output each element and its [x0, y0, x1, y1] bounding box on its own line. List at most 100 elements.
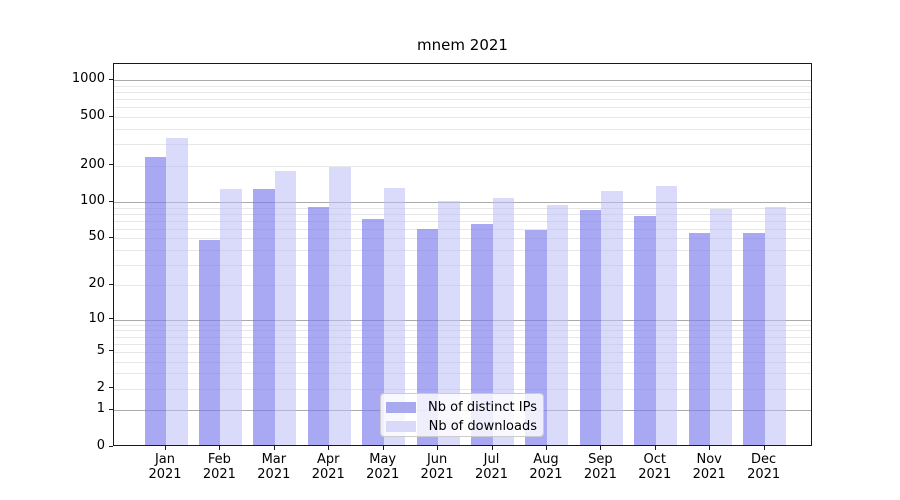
y-axis-tick-mark	[109, 78, 113, 80]
bar-distinct-ips-oct	[634, 215, 656, 445]
y-axis-tick-label: 100	[80, 193, 105, 209]
gridline-minor	[114, 213, 811, 215]
gridline	[114, 351, 811, 353]
y-axis-tick-label: 20	[88, 276, 105, 292]
gridline	[114, 285, 811, 287]
x-axis-tick-label: Oct 2021	[638, 452, 672, 482]
bar-distinct-ips-dec	[743, 233, 765, 445]
bar-downloads-aug	[546, 205, 569, 445]
bar-distinct-ips-jun	[416, 228, 439, 445]
x-axis-tick-mark	[273, 446, 275, 450]
x-axis-tick-mark	[165, 446, 166, 450]
x-axis-tick-mark	[382, 446, 384, 450]
gridline-major	[114, 80, 811, 82]
legend-row-downloads: Nb of downloads	[386, 417, 537, 436]
gridline-minor	[114, 128, 811, 130]
y-axis-tick-label: 200	[80, 156, 105, 172]
x-axis-tick-label: Mar 2021	[257, 452, 291, 482]
bar-downloads-apr	[329, 167, 351, 445]
bar-distinct-ips-nov	[688, 233, 711, 445]
x-axis-tick-mark	[437, 446, 439, 450]
bar-distinct-ips-sep	[579, 209, 602, 445]
gridline	[114, 238, 811, 240]
gridline-minor	[114, 373, 811, 375]
y-axis-tick-label: 1000	[71, 71, 105, 87]
y-axis-tick-label: 1	[96, 401, 105, 417]
x-axis-tick-label: Jul 2021	[474, 452, 509, 482]
gridline-minor	[114, 264, 811, 266]
legend-swatch-distinct-ips	[386, 402, 416, 413]
y-axis-tick-mark	[109, 445, 113, 447]
x-axis-tick-label: Apr 2021	[311, 452, 345, 482]
y-axis-tick-mark	[109, 200, 113, 202]
y-axis-tick-mark	[109, 164, 113, 166]
y-axis-tick-label: 10	[88, 310, 105, 326]
legend-label-downloads: Nb of downloads	[428, 419, 537, 434]
bar-distinct-ips-may	[362, 218, 384, 445]
x-axis-tick-label: Jun 2021	[420, 452, 454, 482]
bar-distinct-ips-aug	[525, 230, 547, 445]
gridline-minor	[114, 343, 811, 345]
gridline-minor	[114, 207, 811, 209]
x-axis-tick-mark	[709, 446, 711, 450]
y-axis-tick-mark	[109, 318, 113, 320]
x-axis-tick-label: Feb 2021	[202, 452, 236, 482]
y-axis-tick-label: 500	[80, 108, 105, 124]
x-axis-tick-label: Jan 2021	[148, 452, 182, 482]
x-axis-tick-label: Nov 2021	[692, 452, 726, 482]
bar-downloads-oct	[655, 186, 678, 445]
y-axis-tick-mark	[109, 236, 113, 238]
bar-distinct-ips-apr	[307, 206, 330, 445]
gridline-minor	[114, 249, 811, 251]
x-axis-tick-label: May 2021	[366, 452, 400, 482]
legend-swatch-downloads	[386, 421, 416, 432]
x-axis-tick-label: Aug 2021	[529, 452, 563, 482]
bar-downloads-dec	[764, 206, 787, 445]
gridline-minor	[114, 107, 811, 109]
x-axis-tick-mark	[600, 446, 602, 450]
x-axis-tick-mark	[219, 446, 221, 450]
bar-downloads-mar	[274, 170, 297, 445]
bar-downloads-may	[383, 187, 406, 445]
gridline-minor	[114, 330, 811, 332]
chart-title: mnem 2021	[417, 36, 508, 54]
x-axis-tick-mark	[654, 446, 656, 450]
x-axis-tick-mark	[491, 446, 493, 450]
bar-downloads-nov	[710, 209, 732, 445]
gridline-minor	[114, 99, 811, 101]
x-axis-tick-label: Dec 2021	[747, 452, 781, 482]
y-axis-tick-label: 2	[96, 379, 105, 395]
legend: Nb of distinct IPs Nb of downloads	[380, 393, 544, 437]
bar-downloads-jul	[492, 198, 515, 445]
bar-downloads-jan	[166, 137, 188, 445]
gridline-minor	[114, 228, 811, 230]
plot-area	[113, 63, 812, 446]
gridline-minor	[114, 85, 811, 87]
gridline-minor	[114, 336, 811, 338]
y-axis-tick-label: 0	[96, 438, 105, 453]
y-axis-tick-mark	[109, 283, 113, 285]
y-axis-tick-mark	[109, 408, 113, 410]
gridline-minor	[114, 92, 811, 94]
bar-downloads-feb	[220, 189, 242, 445]
bar-downloads-sep	[601, 190, 623, 445]
bar-distinct-ips-feb	[198, 239, 221, 445]
y-axis-tick-mark	[109, 350, 113, 352]
x-axis-tick-label: Sep 2021	[583, 452, 617, 482]
legend-row-distinct-ips: Nb of distinct IPs	[386, 398, 537, 417]
gridline	[114, 388, 811, 390]
gridline-minor	[114, 220, 811, 222]
bar-distinct-ips-mar	[253, 189, 275, 445]
x-axis-tick-mark	[545, 446, 547, 450]
x-axis-tick-mark	[328, 446, 330, 450]
gridline	[114, 117, 811, 119]
legend-label-distinct-ips: Nb of distinct IPs	[428, 400, 537, 415]
gridline-major	[114, 202, 811, 204]
y-axis-tick-label: 50	[88, 229, 105, 245]
gridline-minor	[114, 361, 811, 363]
y-axis-tick-label: 5	[96, 342, 105, 358]
x-axis-tick-mark	[763, 446, 765, 450]
y-axis-tick-mark	[109, 387, 113, 389]
bar-downloads-jun	[438, 201, 460, 445]
